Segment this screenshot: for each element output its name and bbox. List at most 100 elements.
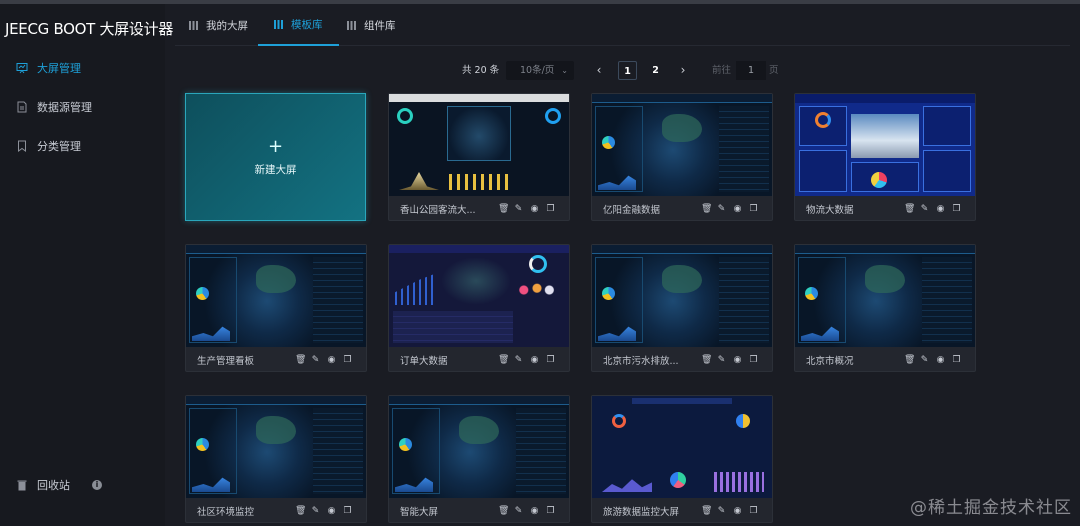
copy-icon[interactable]: ❐ bbox=[343, 505, 352, 516]
preview-icon[interactable]: ◉ bbox=[733, 354, 742, 365]
card-footer: 旅游数据监控大屏 🗑 ✎ ◉ ❐ bbox=[592, 498, 772, 523]
delete-icon[interactable]: 🗑 bbox=[498, 354, 510, 365]
template-card[interactable]: 亿阳金融数据 🗑 ✎ ◉ ❐ bbox=[591, 93, 773, 221]
new-screen-card[interactable]: + 新建大屏 bbox=[185, 93, 366, 221]
page-2-button[interactable]: 2 bbox=[652, 65, 659, 76]
edit-icon[interactable]: ✎ bbox=[514, 354, 523, 365]
thumbnail-decoration bbox=[670, 472, 686, 488]
template-name: 订单大数据 bbox=[400, 355, 448, 367]
sidebar-item-category[interactable]: 分类管理 bbox=[16, 138, 81, 154]
preview-icon[interactable]: ◉ bbox=[733, 505, 742, 516]
preview-icon[interactable]: ◉ bbox=[936, 203, 945, 214]
template-thumbnail[interactable] bbox=[389, 245, 569, 347]
tab-component-library[interactable]: 组件库 bbox=[347, 4, 396, 46]
card-footer: 香山公园客流大... 🗑 ✎ ◉ ❐ bbox=[389, 196, 569, 221]
thumbnail-decoration bbox=[389, 245, 569, 253]
thumbnail-decoration bbox=[449, 174, 509, 190]
edit-icon[interactable]: ✎ bbox=[514, 203, 523, 214]
sidebar-item-datasource[interactable]: 数据源管理 bbox=[16, 99, 92, 115]
preview-icon[interactable]: ◉ bbox=[530, 354, 539, 365]
thumbnail-decoration bbox=[865, 265, 905, 293]
template-card[interactable]: 订单大数据 🗑 ✎ ◉ ❐ bbox=[388, 244, 570, 372]
copy-icon[interactable]: ❐ bbox=[749, 354, 758, 365]
edit-icon[interactable]: ✎ bbox=[311, 354, 320, 365]
template-name: 生产管理看板 bbox=[197, 355, 255, 367]
app-title: JEECG BOOT 大屏设计器 bbox=[5, 20, 174, 38]
copy-icon[interactable]: ❐ bbox=[749, 203, 758, 214]
thumbnail-decoration bbox=[515, 281, 559, 299]
delete-icon[interactable]: 🗑 bbox=[701, 203, 713, 214]
trash-icon bbox=[17, 480, 27, 491]
edit-icon[interactable]: ✎ bbox=[920, 354, 929, 365]
edit-icon[interactable]: ✎ bbox=[717, 505, 726, 516]
preview-icon[interactable]: ◉ bbox=[733, 203, 742, 214]
delete-icon[interactable]: 🗑 bbox=[498, 505, 510, 516]
edit-icon[interactable]: ✎ bbox=[717, 203, 726, 214]
template-name: 亿阳金融数据 bbox=[603, 204, 661, 216]
copy-icon[interactable]: ❐ bbox=[343, 354, 352, 365]
template-thumbnail[interactable] bbox=[592, 245, 772, 347]
card-actions: 🗑 ✎ ◉ ❐ bbox=[904, 204, 961, 214]
info-icon[interactable]: i bbox=[92, 480, 102, 490]
goto-page-input[interactable]: 1 bbox=[736, 61, 766, 80]
template-thumbnail[interactable] bbox=[592, 396, 772, 498]
thumbnail-decoration bbox=[595, 257, 643, 343]
tab-label: 模板库 bbox=[291, 18, 323, 31]
page-1-button[interactable]: 1 bbox=[618, 61, 637, 80]
template-thumbnail[interactable] bbox=[389, 94, 569, 196]
template-card[interactable]: 智能大屏 🗑 ✎ ◉ ❐ bbox=[388, 395, 570, 523]
preview-icon[interactable]: ◉ bbox=[327, 354, 336, 365]
copy-icon[interactable]: ❐ bbox=[546, 203, 555, 214]
next-page-button[interactable]: › bbox=[680, 63, 686, 77]
thumbnail-decoration bbox=[196, 287, 209, 300]
copy-icon[interactable]: ❐ bbox=[546, 505, 555, 516]
template-card[interactable]: 社区环境监控 🗑 ✎ ◉ ❐ bbox=[185, 395, 367, 523]
template-card[interactable]: 生产管理看板 🗑 ✎ ◉ ❐ bbox=[185, 244, 367, 372]
preview-icon[interactable]: ◉ bbox=[327, 505, 336, 516]
preview-icon[interactable]: ◉ bbox=[936, 354, 945, 365]
page-size-select[interactable]: 10条/页 ⌄ bbox=[506, 61, 574, 80]
preview-icon[interactable]: ◉ bbox=[530, 203, 539, 214]
window-top-bar bbox=[0, 0, 1080, 4]
delete-icon[interactable]: 🗑 bbox=[701, 354, 713, 365]
template-card[interactable]: 北京市污水排放... 🗑 ✎ ◉ ❐ bbox=[591, 244, 773, 372]
template-thumbnail[interactable] bbox=[186, 245, 366, 347]
delete-icon[interactable]: 🗑 bbox=[904, 203, 916, 214]
card-actions: 🗑 ✎ ◉ ❐ bbox=[904, 355, 961, 365]
sidebar-item-recycle-bin[interactable]: 回收站 i bbox=[16, 477, 102, 493]
template-card[interactable]: 北京市概况 🗑 ✎ ◉ ❐ bbox=[794, 244, 976, 372]
sidebar-item-screen-management[interactable]: 大屏管理 bbox=[16, 60, 81, 76]
template-card[interactable]: 香山公园客流大... 🗑 ✎ ◉ ❐ bbox=[388, 93, 570, 221]
card-footer: 北京市污水排放... 🗑 ✎ ◉ ❐ bbox=[592, 347, 772, 372]
template-thumbnail[interactable] bbox=[592, 94, 772, 196]
template-card[interactable]: 物流大数据 🗑 ✎ ◉ ❐ bbox=[794, 93, 976, 221]
tab-my-screens[interactable]: 我的大屏 bbox=[189, 4, 248, 46]
template-thumbnail[interactable] bbox=[795, 245, 975, 347]
delete-icon[interactable]: 🗑 bbox=[904, 354, 916, 365]
thumbnail-decoration bbox=[545, 108, 561, 124]
copy-icon[interactable]: ❐ bbox=[952, 203, 961, 214]
plus-icon: + bbox=[267, 136, 284, 157]
edit-icon[interactable]: ✎ bbox=[514, 505, 523, 516]
template-thumbnail[interactable] bbox=[795, 94, 975, 196]
edit-icon[interactable]: ✎ bbox=[920, 203, 929, 214]
preview-icon[interactable]: ◉ bbox=[530, 505, 539, 516]
delete-icon[interactable]: 🗑 bbox=[498, 203, 510, 214]
copy-icon[interactable]: ❐ bbox=[546, 354, 555, 365]
card-actions: 🗑 ✎ ◉ ❐ bbox=[295, 355, 352, 365]
delete-icon[interactable]: 🗑 bbox=[295, 505, 307, 516]
delete-icon[interactable]: 🗑 bbox=[701, 505, 713, 516]
template-thumbnail[interactable] bbox=[186, 396, 366, 498]
thumbnail-decoration bbox=[662, 265, 702, 293]
template-thumbnail[interactable] bbox=[389, 396, 569, 498]
tab-template-library[interactable]: 模板库 bbox=[258, 4, 339, 46]
template-card[interactable]: 旅游数据监控大屏 🗑 ✎ ◉ ❐ bbox=[591, 395, 773, 523]
edit-icon[interactable]: ✎ bbox=[717, 354, 726, 365]
prev-page-button[interactable]: ‹ bbox=[596, 63, 602, 77]
delete-icon[interactable]: 🗑 bbox=[295, 354, 307, 365]
card-footer: 订单大数据 🗑 ✎ ◉ ❐ bbox=[389, 347, 569, 372]
copy-icon[interactable]: ❐ bbox=[952, 354, 961, 365]
thumbnail-decoration bbox=[632, 398, 732, 404]
copy-icon[interactable]: ❐ bbox=[749, 505, 758, 516]
edit-icon[interactable]: ✎ bbox=[311, 505, 320, 516]
